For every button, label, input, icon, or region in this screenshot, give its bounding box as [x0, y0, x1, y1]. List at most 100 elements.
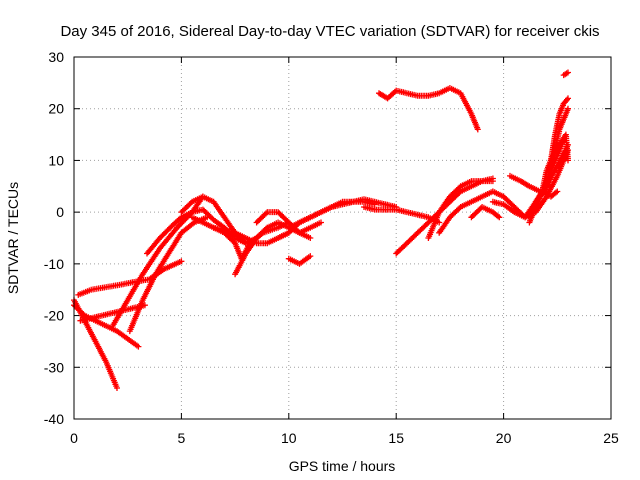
y-tick-labels: -40 -30 -20 -10 0 10 20 30 — [44, 49, 64, 427]
data-point — [479, 204, 495, 215]
data-point — [152, 252, 171, 278]
data-point — [489, 209, 501, 220]
data-point — [565, 95, 571, 102]
data-point — [275, 209, 291, 225]
series-track-15 — [285, 253, 314, 267]
data-point — [178, 200, 194, 216]
data-point — [124, 272, 145, 304]
data-point — [382, 201, 398, 210]
data-point — [210, 216, 226, 230]
data-point — [178, 258, 185, 265]
y-tick-label: -30 — [44, 359, 64, 375]
data-point — [156, 223, 175, 241]
chart-title: Day 345 of 2016, Sidereal Day-to-day VTE… — [60, 23, 599, 40]
data-point — [384, 88, 398, 102]
data-point — [446, 85, 462, 96]
data-point — [161, 259, 183, 272]
data-points — [71, 69, 571, 391]
y-tick-label: 0 — [56, 204, 64, 220]
data-point — [457, 179, 473, 190]
x-axis-label: GPS time / hours — [289, 458, 396, 474]
data-point — [165, 231, 184, 257]
series-track-20 — [436, 188, 496, 236]
data-point — [103, 281, 123, 291]
data-point — [296, 229, 312, 241]
data-point — [560, 96, 570, 107]
data-point — [296, 254, 312, 267]
series-track-6 — [126, 214, 211, 335]
data-point — [307, 235, 314, 241]
data-point — [114, 385, 120, 391]
data-point — [242, 235, 258, 246]
data-point — [169, 215, 183, 229]
data-point — [446, 189, 463, 205]
data-point — [135, 343, 142, 350]
series-track-14 — [285, 196, 400, 231]
data-point — [539, 169, 550, 195]
data-point — [474, 126, 481, 133]
data-point — [264, 235, 280, 247]
data-point — [403, 231, 420, 247]
data-point — [318, 204, 333, 216]
data-point — [468, 110, 481, 131]
data-point — [139, 247, 162, 278]
data-point — [554, 188, 561, 195]
data-point — [543, 159, 554, 195]
series-track-18 — [393, 175, 496, 257]
data-point — [565, 157, 571, 164]
data-point — [562, 131, 571, 162]
series-track-27 — [543, 95, 571, 195]
data-point — [124, 335, 140, 349]
data-point — [92, 338, 109, 364]
series-track-17 — [376, 85, 481, 133]
data-point — [500, 193, 516, 209]
data-point — [307, 210, 323, 221]
series-track-28 — [547, 105, 571, 174]
series-track-19 — [425, 178, 496, 241]
data-point — [103, 359, 120, 390]
data-point — [556, 102, 566, 117]
data-point — [565, 105, 571, 112]
data-point — [189, 194, 205, 205]
plot-frame — [73, 56, 612, 420]
series-track-13 — [275, 198, 378, 241]
y-tick-label: -20 — [44, 308, 64, 324]
data-point — [114, 328, 130, 341]
data-point — [361, 204, 376, 213]
data-point — [496, 214, 503, 221]
data-point — [199, 219, 215, 230]
data-point — [307, 253, 314, 260]
data-point — [75, 287, 93, 298]
data-point — [552, 112, 563, 138]
data-point — [328, 199, 344, 210]
x-tick-label: 5 — [178, 430, 186, 446]
data-point — [457, 199, 473, 210]
data-point — [507, 172, 522, 184]
data-point — [98, 310, 114, 319]
data-point — [144, 236, 162, 257]
data-point — [511, 209, 527, 220]
data-point — [526, 183, 542, 194]
data-point — [88, 284, 108, 293]
data-point — [403, 90, 419, 99]
data-point — [253, 225, 269, 241]
data-point — [178, 220, 196, 236]
data-point — [199, 206, 216, 222]
data-point — [403, 209, 419, 218]
data-point — [285, 255, 301, 266]
data-point — [457, 184, 473, 195]
data-point — [560, 70, 570, 79]
data-point — [526, 200, 541, 226]
data-point — [436, 219, 443, 226]
data-point — [547, 149, 558, 174]
data-point — [446, 205, 463, 221]
data-point — [318, 219, 324, 226]
x-tick-label: 15 — [388, 430, 404, 446]
y-tick-label: -40 — [44, 411, 64, 427]
data-point — [264, 220, 280, 231]
y-axis-label: SDTVAR / TECUs — [5, 182, 21, 294]
data-point — [285, 220, 301, 231]
data-point — [232, 252, 248, 278]
x-tick-labels: 0 5 10 15 20 25 — [70, 430, 619, 446]
